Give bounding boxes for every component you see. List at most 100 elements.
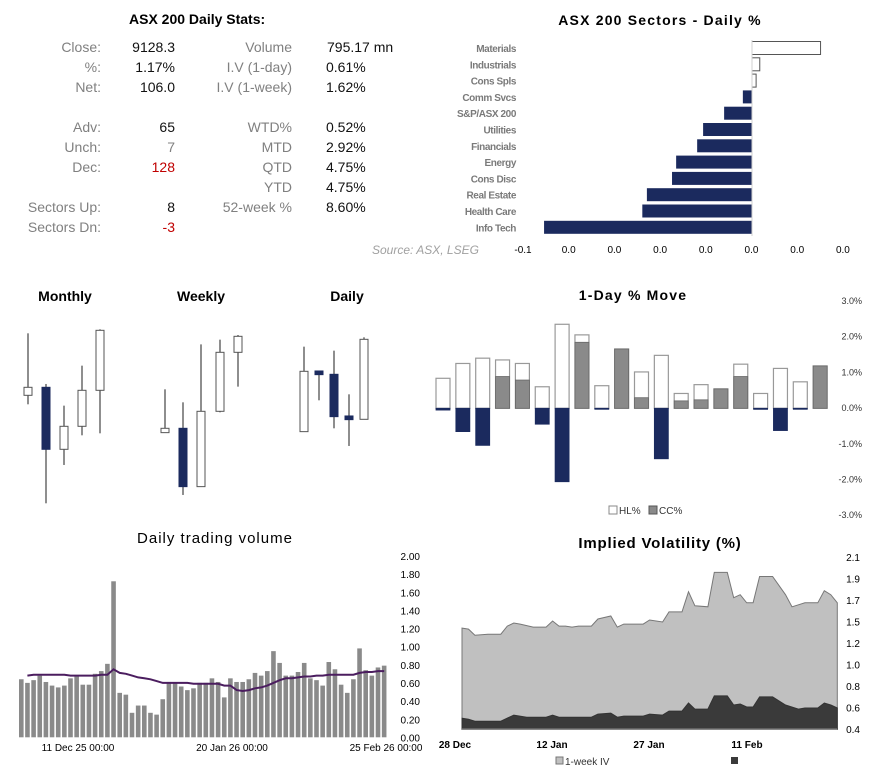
volume-moving-average-line [27, 668, 385, 693]
stat-label: 52-week % [222, 199, 292, 215]
volume-bar [381, 665, 387, 738]
volume-bar [252, 672, 258, 738]
move-tick-label: -1.0% [838, 439, 862, 449]
hl-bar [534, 386, 550, 409]
candle-body [299, 370, 309, 433]
move-tick-label: -3.0% [838, 510, 862, 520]
candle-body [344, 415, 354, 421]
cc-bar [614, 348, 630, 409]
volume-tick-label: 1.40 [401, 606, 421, 617]
volume-bar [86, 684, 92, 738]
stat-label: Net: [75, 79, 101, 95]
volume-bar [49, 685, 55, 738]
sector-bar [724, 106, 752, 120]
sector-bar [642, 204, 752, 218]
volume-bar [215, 681, 221, 738]
stat-label: Unch: [64, 139, 101, 155]
iv-tick-label: 0.4 [846, 725, 860, 736]
candle-body [233, 335, 243, 353]
stat-value: 7 [167, 139, 175, 155]
sector-label: Real Estate [466, 191, 516, 202]
volume-bar [92, 673, 98, 738]
volume-tick-label: 2.00 [401, 552, 421, 563]
cc-bar [713, 388, 729, 409]
legend-iv1w-label: 1-week IV [565, 757, 610, 768]
sector-label: Energy [484, 158, 516, 169]
volume-bar [68, 678, 73, 738]
sector-label: Info Tech [476, 223, 516, 234]
iv-date-label: 11 Feb [731, 740, 762, 751]
stat-value: 795.17 mn [327, 39, 394, 55]
cc-bar [693, 399, 709, 409]
iv-1day-area [461, 695, 838, 730]
stat-label: I.V (1-day) [226, 59, 292, 75]
cc-bar [812, 365, 828, 409]
candle-body [215, 351, 225, 412]
stat-label: I.V (1-week) [216, 79, 292, 95]
cc-bar [733, 376, 749, 409]
volume-bar [160, 699, 166, 738]
volume-date-label: 20 Jan 26 00:00 [196, 743, 268, 754]
cc-bar [554, 407, 570, 483]
volume-title: Daily trading volume [137, 530, 293, 547]
volume-bar [234, 681, 239, 738]
iv-date-label: 28 Dec [439, 740, 472, 751]
iv-tick-label: 1.7 [846, 596, 860, 607]
sector-bar [672, 171, 752, 185]
volume-bar [142, 705, 147, 738]
sector-label: Utilities [483, 126, 516, 137]
hl-bar [752, 392, 769, 409]
volume-bar [357, 648, 362, 738]
stat-value: 9128.3 [132, 39, 175, 55]
volume-bar [25, 682, 30, 738]
hl-bar [792, 381, 808, 409]
sector-tick-label: -0.1 [514, 245, 532, 256]
volume-date-label: 11 Dec 25 00:00 [42, 743, 115, 754]
volume-bar [283, 675, 289, 738]
volume-bar [31, 680, 36, 738]
volume-tick-label: 0.20 [401, 715, 421, 726]
volume-date-label: 25 Feb 26 00:00 [350, 743, 423, 754]
volume-bar [197, 682, 202, 738]
cc-bar [653, 407, 669, 460]
sector-label: Cons Spls [471, 77, 517, 88]
candle-body [314, 370, 324, 376]
hl-bar [772, 367, 789, 409]
volume-bar [80, 684, 86, 738]
cc-bar [594, 407, 610, 410]
candle-body [178, 427, 188, 488]
volume-bar [277, 662, 282, 738]
move-tick-label: 3.0% [841, 296, 862, 306]
sector-tick-label: 0.0 [790, 245, 804, 256]
candle-body [160, 427, 170, 434]
iv-date-label: 27 Jan [633, 740, 664, 751]
volume-bar [228, 678, 233, 738]
cc-bar [534, 407, 550, 425]
stat-label: Volume [245, 39, 292, 55]
volume-bar [43, 681, 49, 738]
sector-label: Cons Disc [471, 174, 517, 185]
volume-bar [37, 675, 43, 738]
volume-bar [98, 671, 104, 738]
iv-tick-label: 1.0 [846, 661, 860, 672]
volume-bar [301, 662, 307, 738]
sector-label: Materials [476, 44, 517, 55]
sector-tick-label: 0.0 [699, 245, 713, 256]
stat-value: 8.60% [326, 199, 366, 215]
stat-value: 1.17% [135, 59, 175, 75]
move-tick-label: 2.0% [841, 332, 862, 342]
legend-iv-dark-swatch [731, 757, 738, 764]
volume-bar [295, 671, 301, 738]
cc-bar [634, 397, 649, 409]
volume-bar [344, 692, 350, 738]
volume-bar [135, 705, 141, 738]
cc-bar [792, 407, 808, 410]
stat-label: QTD [262, 159, 292, 175]
candle-body [77, 389, 87, 427]
iv-title: Implied Volatility (%) [578, 535, 741, 552]
volume-bar [265, 671, 270, 738]
legend-cc-label: CC% [659, 506, 682, 517]
stat-label: Close: [61, 39, 101, 55]
volume-tick-label: 1.00 [401, 643, 421, 654]
